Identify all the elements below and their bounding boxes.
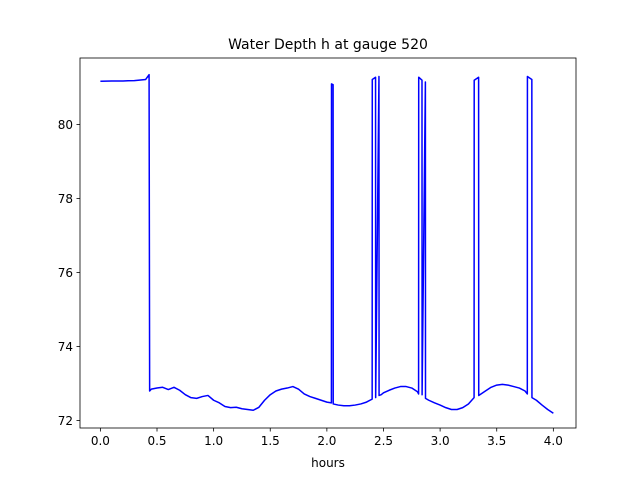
series-line-0 [100,73,554,414]
x-tick-label: 1.0 [204,434,223,448]
x-tick-label: 3.0 [431,434,450,448]
y-tick-label: 74 [58,340,73,354]
x-tick-label: 1.5 [261,434,280,448]
x-tick-label: 2.5 [374,434,393,448]
y-tick-label: 78 [58,192,73,206]
y-tick-label: 80 [58,118,73,132]
x-axis-label: hours [311,456,345,470]
x-tick-label: 0.0 [91,434,110,448]
x-tick-label: 4.0 [544,434,563,448]
axes-frame [79,57,577,429]
y-tick-label: 76 [58,266,73,280]
axes: 0.0 0.5 1.0 1.5 2.0 2.5 3.0 3.5 4.0 72 74 76 78 80 [58,57,577,448]
y-tick-label: 72 [58,414,73,428]
plot-area [100,73,554,414]
x-tick-label: 2.0 [317,434,336,448]
x-tick-label: 3.5 [487,434,506,448]
chart-title: Water Depth h at gauge 520 [228,37,428,53]
x-tick-label: 0.5 [147,434,166,448]
